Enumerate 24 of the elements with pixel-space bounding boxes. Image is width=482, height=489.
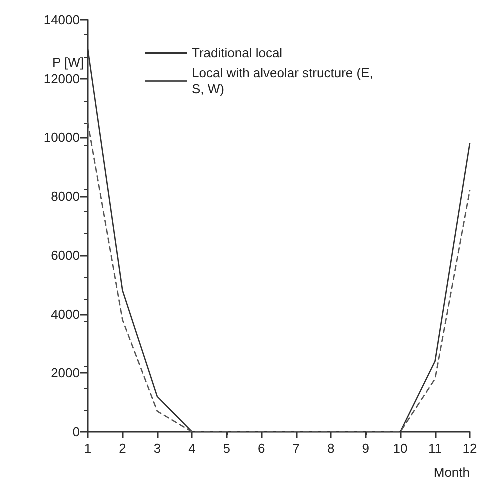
legend-label: Local with alveolar structure (E, S, W) [192,66,377,96]
x-tick-label: 2 [119,441,126,456]
y-tick-label: 0 [72,424,80,440]
x-axis-title: Month [434,465,470,480]
x-tick-label: 9 [362,441,370,456]
y-tick-label: 14000 [44,12,80,28]
x-tick-label: 3 [154,441,162,456]
x-tick-label: 6 [258,441,266,456]
legend-label: Traditional local [192,46,283,60]
x-tick-label: 8 [327,441,335,456]
y-tick-label: 8000 [51,189,80,204]
x-tick-label: 1 [84,441,92,456]
y-tick-label: 6000 [51,248,80,263]
y-tick-label: 10000 [44,130,80,146]
y-tick-label: 2000 [51,366,80,381]
x-tick-label: 10 [393,441,408,456]
y-axis-title: P [W] [52,55,84,70]
x-tick-label: 11 [428,441,442,456]
x-tick-label: 12 [462,441,478,456]
x-tick-label: 4 [188,441,196,456]
y-tick-label: 12000 [44,71,80,86]
x-tick-label: 7 [292,441,300,456]
x-tick-label: 5 [223,441,231,456]
y-tick-label: 4000 [51,306,80,322]
